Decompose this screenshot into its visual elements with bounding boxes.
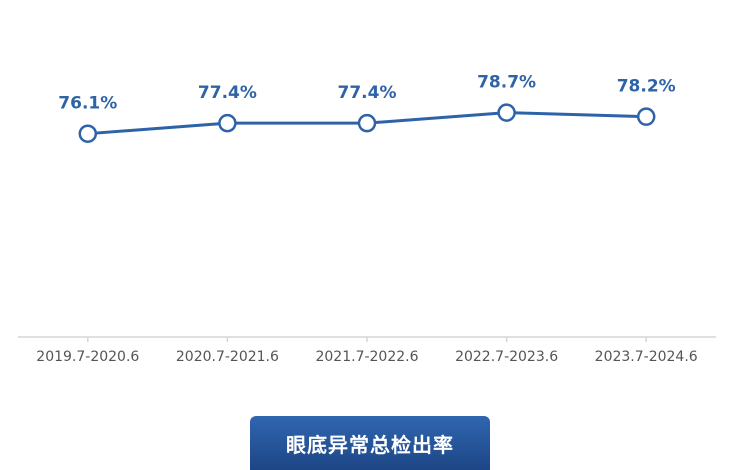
data-label: 77.4% bbox=[338, 83, 397, 103]
data-point bbox=[497, 103, 516, 122]
x-tick-label: 2021.7-2022.6 bbox=[315, 349, 418, 365]
data-point bbox=[636, 107, 656, 126]
data-point bbox=[218, 113, 237, 133]
data-label: 78.7% bbox=[477, 73, 536, 93]
chart-title: 眼底异常总检出率 bbox=[250, 416, 490, 470]
data-point bbox=[78, 124, 98, 143]
x-tick-label: 2023.7-2024.6 bbox=[595, 349, 698, 365]
chart: 2019.7-2020.6 2020.7-2021.6 2021.7-2022.6 2… bbox=[18, 73, 716, 365]
x-tick-label: 2022.7-2023.6 bbox=[455, 349, 558, 365]
data-label: 76.1% bbox=[58, 94, 117, 114]
data-point bbox=[357, 113, 377, 133]
x-tick-label: 2019.7-2020.6 bbox=[36, 349, 139, 365]
data-label: 78.2% bbox=[617, 77, 676, 97]
data-label: 77.4% bbox=[198, 83, 257, 103]
x-tick-label: 2020.7-2021.6 bbox=[176, 349, 279, 365]
